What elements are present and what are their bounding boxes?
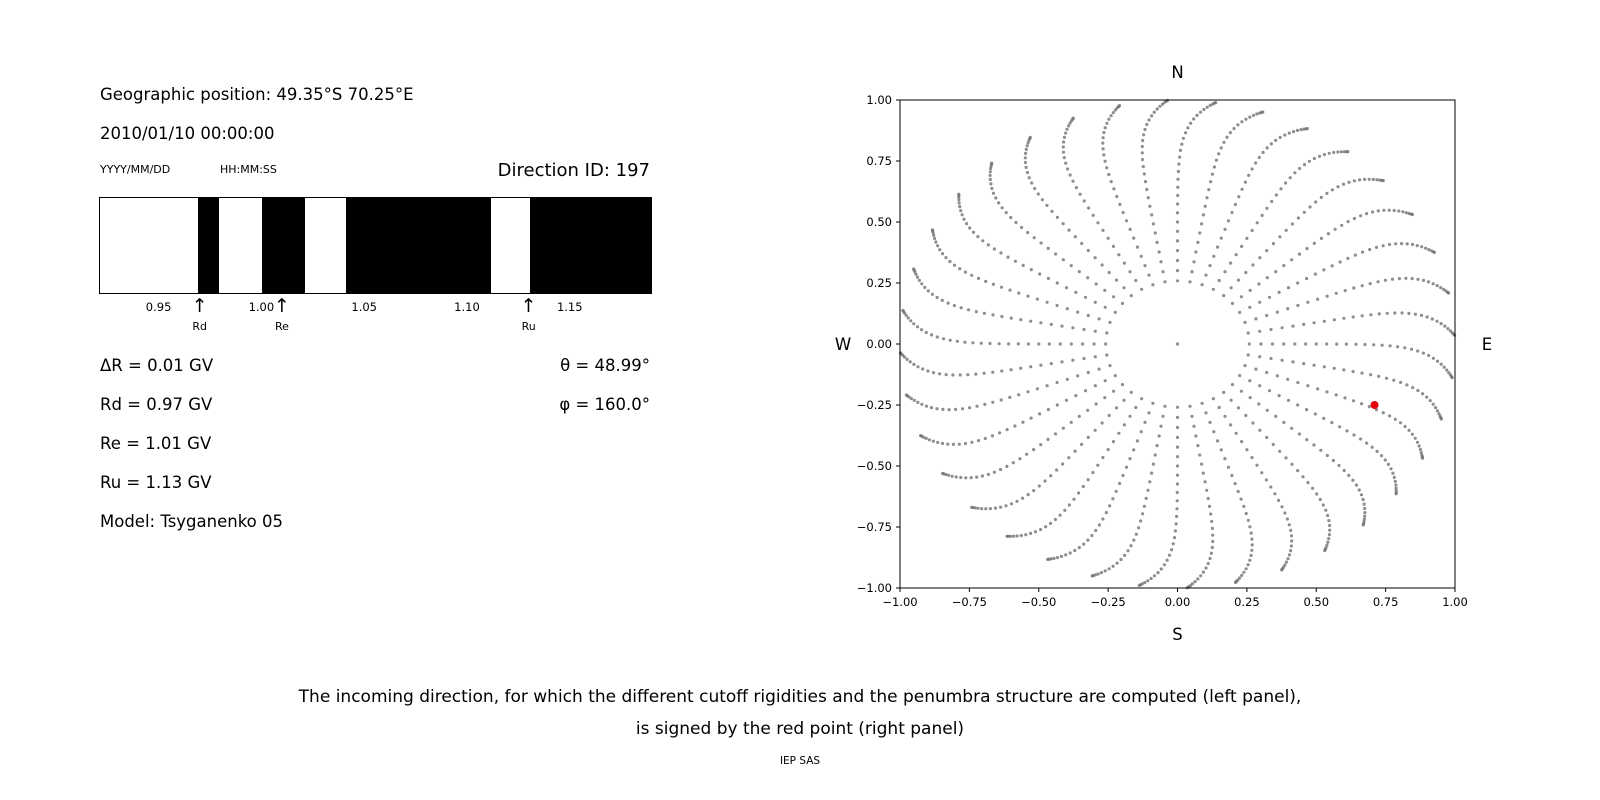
param-ru: Ru = 1.13 GV (100, 473, 212, 492)
penumbra-band (345, 198, 492, 293)
observation-datetime: 2010/01/10 00:00:00 (100, 124, 275, 143)
direction-map-plot: −1.00−1.00 −0.75 −0.75 −0.50 −0.50 −0.25 −0.25… (835, 63, 1492, 644)
param-rd: Rd = 0.97 GV (100, 395, 213, 414)
compass-label-north: N (1171, 63, 1183, 82)
x-axis-tick-label: 0.50 (1303, 595, 1329, 609)
x-axis-tick-label: 1.00 (1442, 595, 1468, 609)
compass-label-south: S (1172, 625, 1182, 644)
compass-label-west: W (835, 335, 851, 354)
time-format-label: HH:MM:SS (220, 163, 277, 176)
y-axis-tick-label: 1.00 (866, 93, 892, 107)
penumbra-tick-label: 1.10 (454, 300, 480, 314)
param-re: Re = 1.01 GV (100, 434, 212, 453)
caption-line-1: The incoming direction, for which the di… (298, 687, 1302, 707)
compass-label-east: E (1482, 335, 1492, 354)
x-axis-tick-label: 0.75 (1373, 595, 1399, 609)
y-axis-tick-label: −1.00 (857, 581, 892, 595)
rigidity-marker-label: Ru (521, 319, 536, 333)
y-axis-tick-label: −0.25 (857, 398, 892, 412)
y-axis-tick-label: −0.75 (857, 520, 892, 534)
param-phi: φ = 160.0° (559, 395, 650, 414)
x-axis-tick-label: −0.75 (952, 595, 987, 609)
x-axis-tick-label: −0.25 (1091, 595, 1126, 609)
penumbra-tick-label: 1.00 (248, 300, 275, 314)
y-axis-tick-label: −0.50 (857, 459, 892, 473)
param-theta: θ = 48.99° (560, 356, 650, 375)
param-model: Model: Tsyganenko 05 (100, 512, 284, 531)
y-axis-tick-label: 0.25 (866, 276, 892, 290)
x-axis-tick-label: −1.00 (882, 595, 917, 609)
penumbra-tick-label: 1.05 (351, 300, 377, 314)
y-axis-tick-label: 0.50 (866, 215, 892, 229)
rigidity-marker-label: Re (274, 319, 289, 333)
geo-position-text: Geographic position: 49.35°S 70.25°E (100, 85, 414, 104)
penumbra-bar (99, 197, 652, 294)
rigidity-marker-re: ↑ Re (274, 294, 290, 333)
penumbra-markers: ↑ Rd ↑ Re ↑ Ru (99, 294, 652, 350)
penumbra-band (261, 198, 305, 293)
direction-id-label: Direction ID: 197 (497, 160, 650, 181)
penumbra-tick-label: 0.95 (145, 300, 172, 314)
selected-direction-point (1370, 401, 1379, 409)
up-arrow-icon: ↑ (191, 295, 208, 317)
penumbra-band (198, 198, 219, 293)
penumbra-band (530, 198, 651, 293)
up-arrow-icon: ↑ (273, 295, 290, 317)
direction-grid-dots (898, 98, 1457, 590)
y-axis-tick-label: 0.75 (866, 154, 892, 168)
up-arrow-icon: ↑ (520, 295, 537, 317)
x-axis-tick-label: 0.25 (1234, 595, 1260, 609)
rigidity-marker-ru: ↑ Ru (521, 294, 537, 333)
penumbra-ticks: 0.95 1.00 1.05 1.10 1.15 (99, 300, 652, 316)
x-axis-tick-label: −0.50 (1021, 595, 1056, 609)
x-axis-tick-label: 0.00 (1165, 595, 1191, 609)
credit-text: IEP SAS (779, 755, 821, 767)
param-delta-r: ΔR = 0.01 GV (100, 356, 214, 375)
y-axis-tick-label: 0.00 (866, 337, 892, 351)
rigidity-marker-rd: ↑ Rd (192, 294, 208, 333)
caption-line-2: is signed by the red point (right panel) (635, 719, 965, 739)
penumbra-tick-label: 1.15 (556, 300, 583, 314)
date-format-label: YYYY/MM/DD (100, 163, 171, 176)
rigidity-marker-label: Rd (192, 319, 208, 333)
